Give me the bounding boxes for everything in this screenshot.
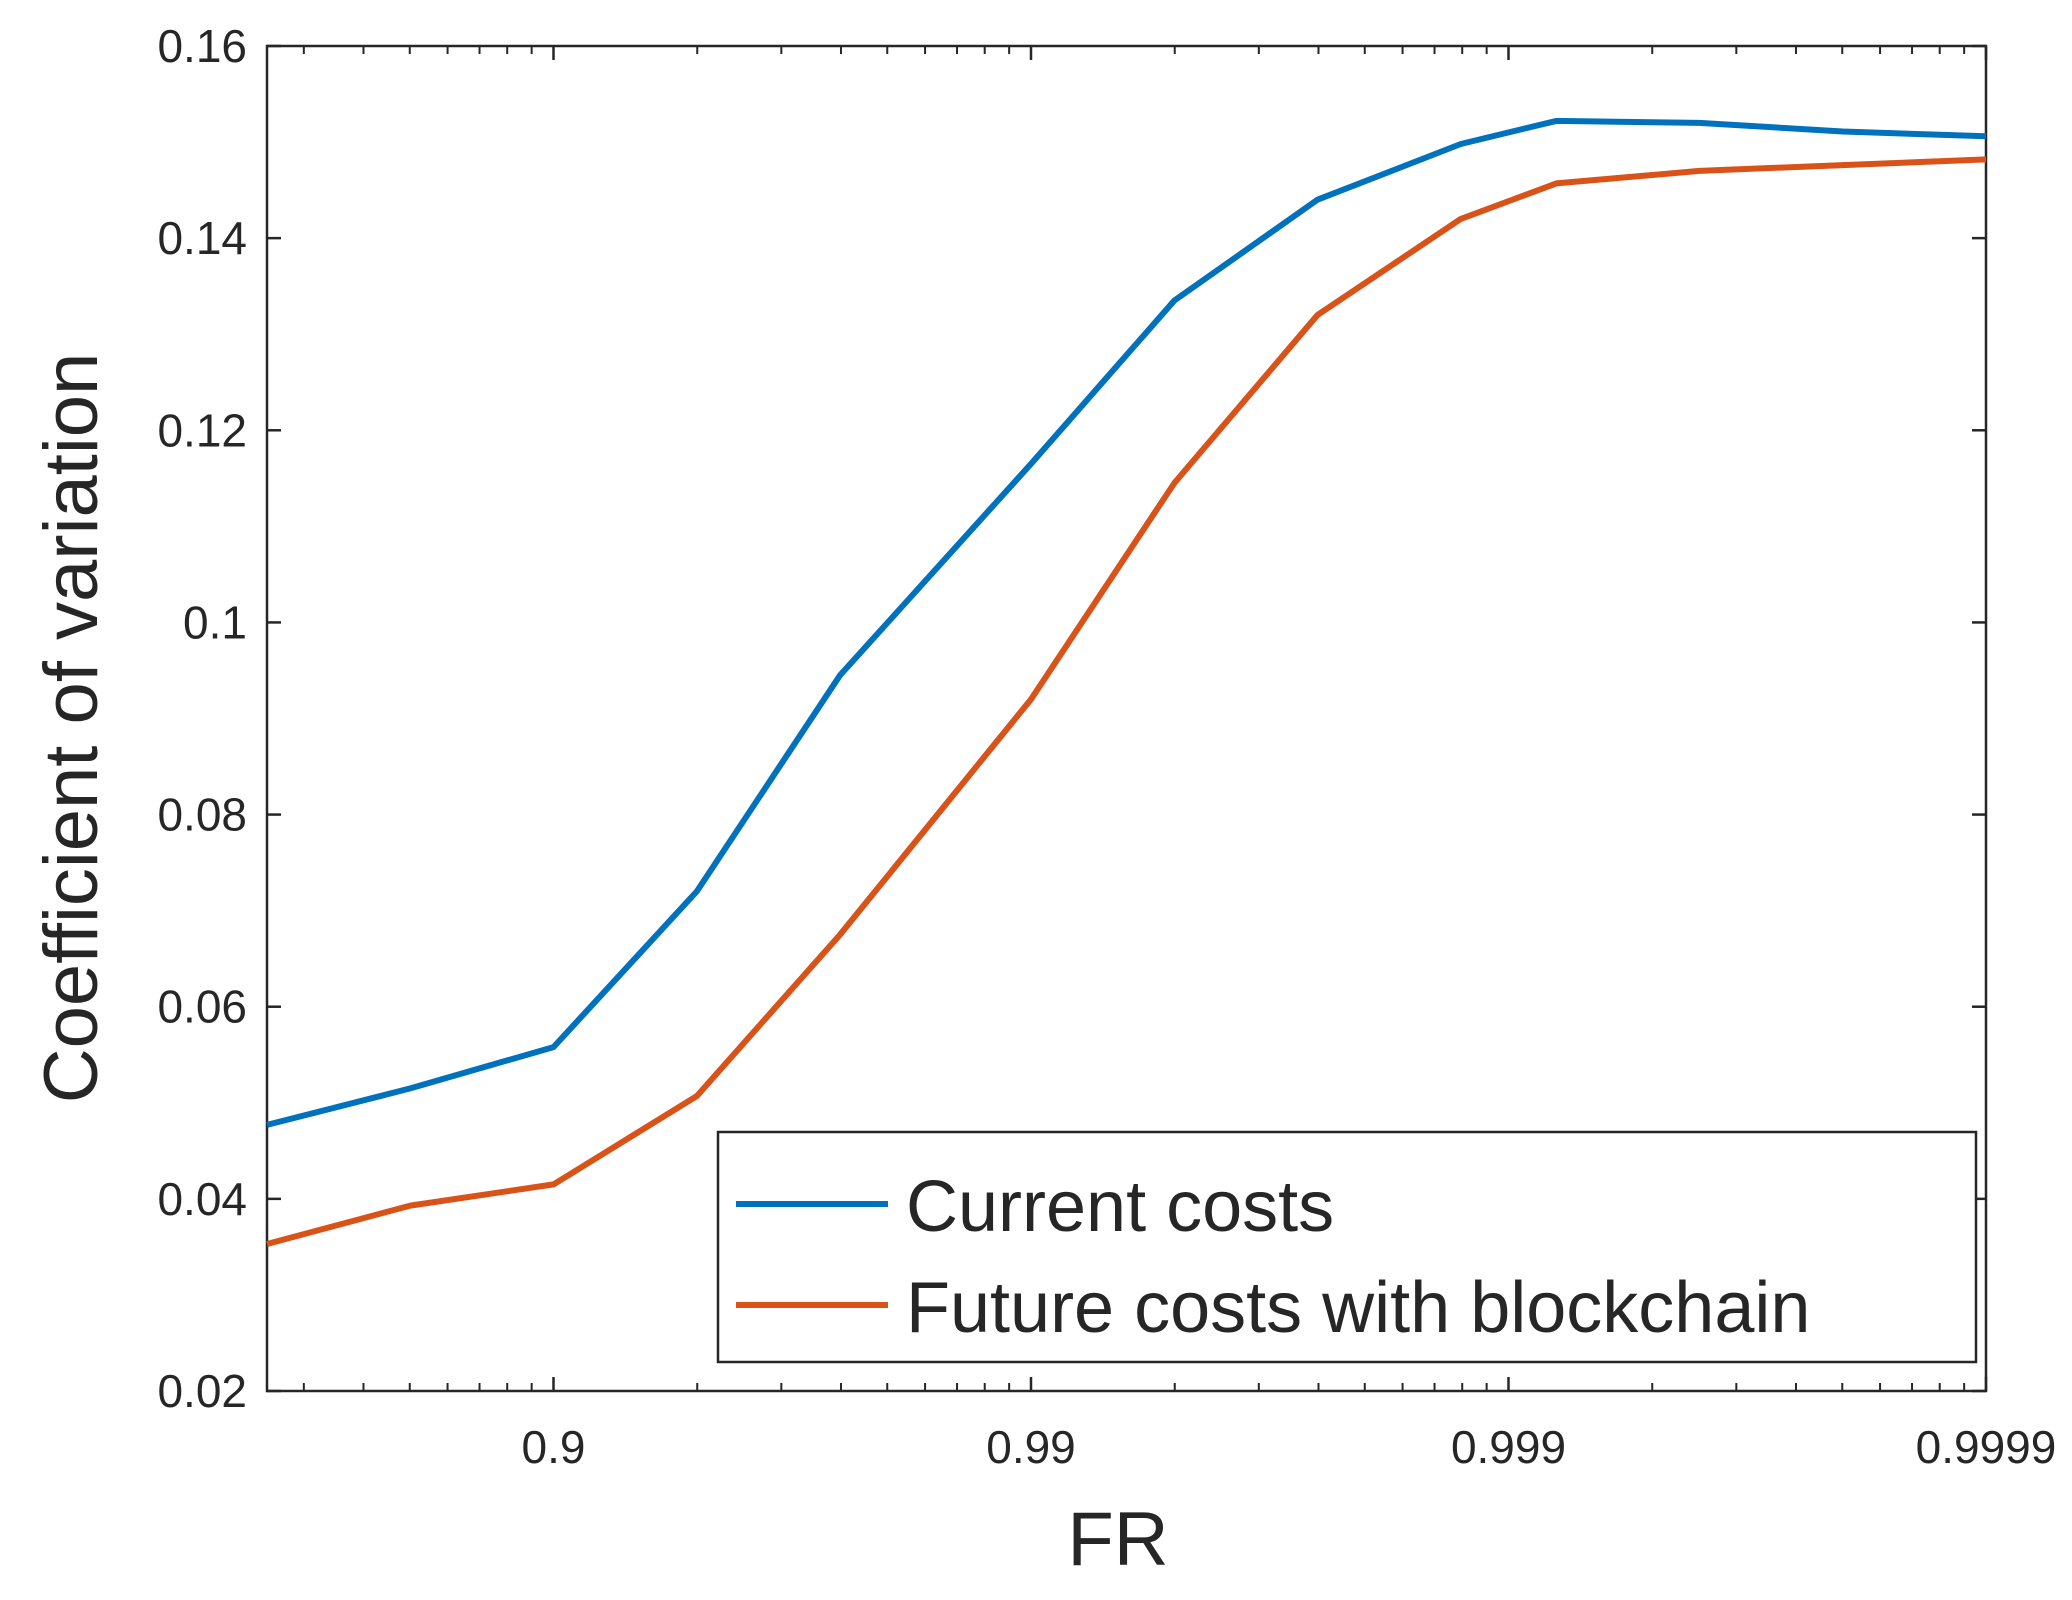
axes-box [265,44,1988,1393]
y-tick-label: 0.06 [157,981,247,1033]
plot-area [265,44,1988,1393]
x-axis-title: FR [1067,1497,1168,1582]
y-tick-label: 0.14 [157,212,247,264]
x-tick-label: 0.999 [1451,1421,1566,1473]
legend-box [716,1130,1978,1364]
legend: Current costs Future costs with blockchai… [716,1130,1978,1364]
y-tick-label: 0.1 [183,596,247,648]
x-tick-label: 0.9 [522,1421,586,1473]
legend-label-future: Future costs with blockchain [906,1268,1810,1348]
y-tick-label: 0.12 [157,404,247,456]
y-tick-label: 0.04 [157,1173,247,1225]
y-axis-title: Coefficient of variation [29,353,114,1104]
x-tick-label: 0.9999 [1916,1421,2057,1473]
series-line-current [266,117,1987,1128]
y-tick-label: 0.16 [157,20,247,72]
y-tick-label: 0.02 [157,1365,247,1417]
ticks-layer: 0.02 0.04 0.06 0.08 0.1 0.12 0.14 0.16 0.9 0.99 0.… [157,20,2056,1473]
x-tick-label: 0.99 [986,1421,1076,1473]
series-line-future [266,156,1987,1247]
series-layer [266,117,1987,1247]
legend-label-current: Current costs [906,1167,1334,1247]
y-tick-label: 0.08 [157,789,247,841]
